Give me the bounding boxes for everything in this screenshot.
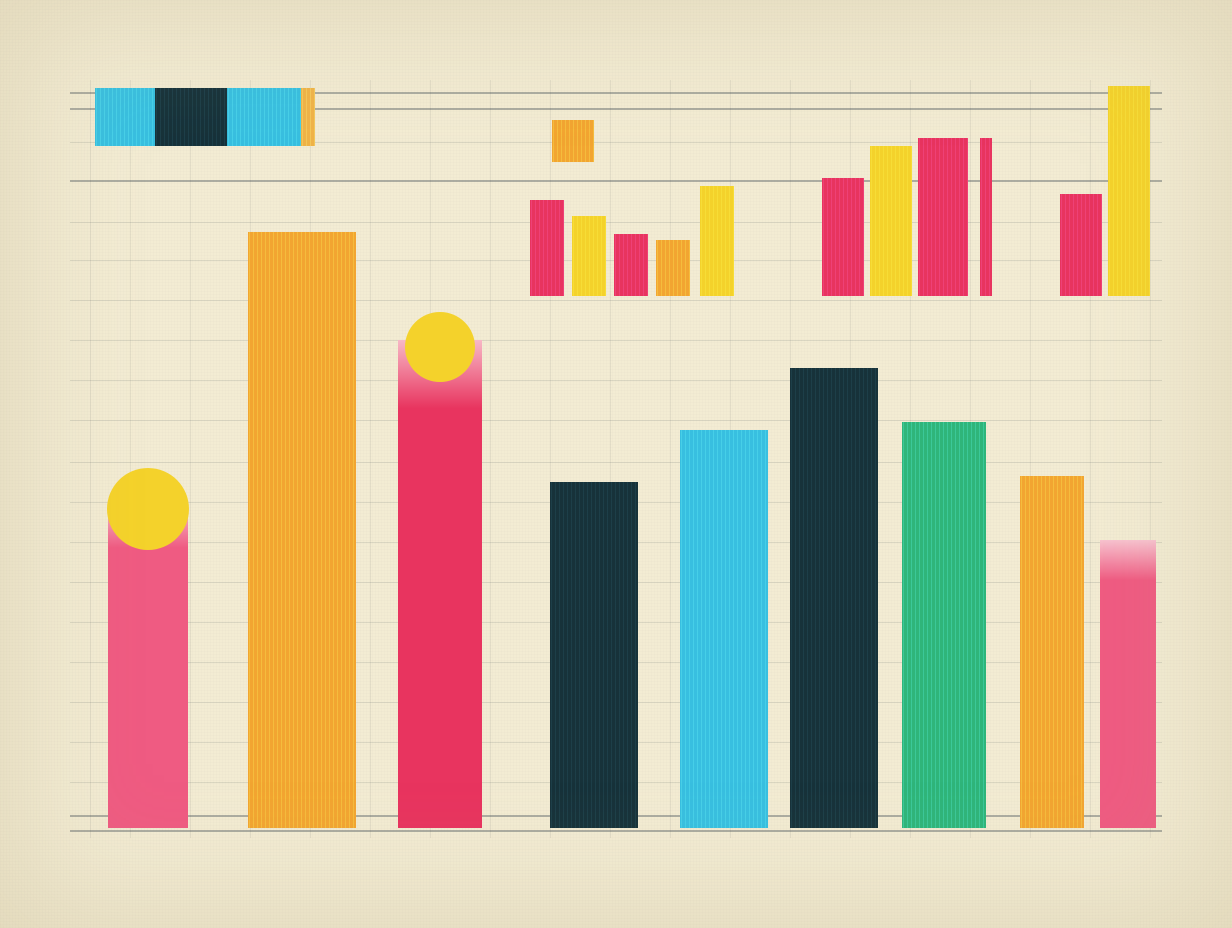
bar-bar-6 <box>790 368 878 828</box>
gridline-horizontal <box>70 380 1162 381</box>
bar-bar-3 <box>398 340 482 828</box>
gridline-horizontal <box>70 420 1162 421</box>
gridline-vertical <box>90 80 91 838</box>
bar-small-1-5 <box>1108 86 1150 296</box>
bar-small-1-0 <box>822 178 864 296</box>
floating-square <box>552 120 594 162</box>
bar-1-marker-circle <box>107 468 189 550</box>
bar-small-0-2 <box>614 234 648 296</box>
gridline-vertical <box>190 80 191 838</box>
bar-small-0-0 <box>530 200 564 296</box>
bar-small-0-3 <box>656 240 690 296</box>
gridline-vertical <box>670 80 671 838</box>
gridline-horizontal <box>70 300 1162 301</box>
chart-canvas <box>0 0 1232 928</box>
legend-swatch-3 <box>301 88 315 146</box>
bar-bar-4 <box>550 482 638 828</box>
bar-bar-7 <box>902 422 986 828</box>
bar-small-1-1 <box>870 146 912 296</box>
bar-small-1-4 <box>1060 194 1102 296</box>
legend-swatch-2 <box>227 88 301 146</box>
legend-swatch-1 <box>155 88 227 146</box>
bar-bar-8 <box>1020 476 1084 828</box>
gridline-vertical <box>490 80 491 838</box>
legend-swatch-0 <box>95 88 155 146</box>
gridline-horizontal <box>70 830 1162 832</box>
gridline-horizontal <box>70 462 1162 463</box>
bar-small-0-1 <box>572 216 606 296</box>
bar-bar-1 <box>108 502 188 828</box>
bar-bar-5 <box>680 430 768 828</box>
gridline-horizontal <box>70 340 1162 341</box>
bar-bar-2 <box>248 232 356 828</box>
gridline-horizontal <box>70 180 1162 182</box>
bar-bar-9 <box>1100 540 1156 828</box>
bar-small-1-2 <box>918 138 968 296</box>
gridline-vertical <box>370 80 371 838</box>
gridline-horizontal <box>70 222 1162 223</box>
bar-small-0-4 <box>700 186 734 296</box>
bar-small-1-3 <box>980 138 992 296</box>
bar-3-marker-circle <box>405 312 475 382</box>
